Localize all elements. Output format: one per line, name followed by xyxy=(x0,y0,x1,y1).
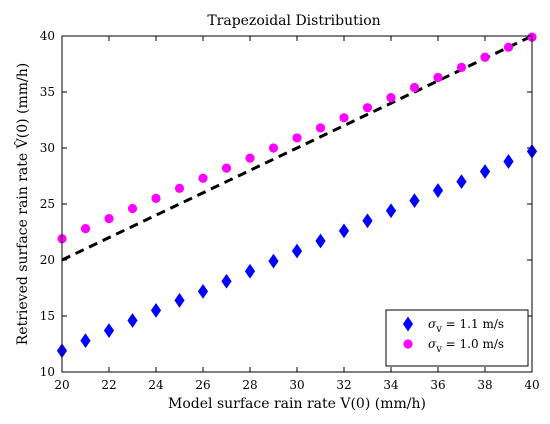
y-axis-label: Retrieved surface rain rate V̂(0) (mm/h) xyxy=(13,63,31,346)
y-tick-label: 25 xyxy=(40,197,55,211)
data-point xyxy=(362,213,373,229)
legend-label: σv = 1.1 m/s xyxy=(428,317,504,335)
y-tick-label: 10 xyxy=(40,365,55,379)
legend-marker xyxy=(403,339,413,349)
data-point xyxy=(315,233,326,249)
x-tick-label: 36 xyxy=(430,378,445,392)
series-diamond xyxy=(56,143,538,359)
series-layer xyxy=(56,32,538,359)
data-point xyxy=(151,193,161,203)
y-tick-label: 30 xyxy=(40,141,55,155)
data-point xyxy=(174,183,185,193)
plot-frame xyxy=(61,35,533,373)
y-tick-label: 15 xyxy=(40,309,55,323)
data-point xyxy=(127,313,138,328)
y-tick-label: 40 xyxy=(40,29,55,43)
legend: σv = 1.1 m/sσv = 1.0 m/s xyxy=(385,309,529,367)
data-point xyxy=(80,224,91,234)
legend-sigma: σ xyxy=(428,317,437,331)
data-point xyxy=(456,174,467,189)
data-point xyxy=(362,103,373,113)
data-point xyxy=(127,203,138,214)
legend-sigma: σ xyxy=(428,337,437,351)
legend-value: = 1.1 m/s xyxy=(442,317,504,331)
legend-marker xyxy=(402,316,414,332)
reference-line xyxy=(61,34,533,262)
data-point xyxy=(385,203,397,219)
x-tick-label: 38 xyxy=(477,378,492,392)
legend-subscript: v xyxy=(435,344,442,355)
y-tick-label: 35 xyxy=(40,85,55,99)
ticks-layer: 20 22 24 26 28 30 32 34 36 38 40 10 15 20 25 30 35 40 xyxy=(40,29,540,392)
data-point xyxy=(432,183,444,198)
x-tick-label: 22 xyxy=(101,378,116,392)
x-tick-label: 34 xyxy=(383,378,399,392)
legend-value: = 1.0 m/s xyxy=(442,337,504,351)
legend-items: σv = 1.1 m/sσv = 1.0 m/s xyxy=(402,316,504,355)
x-tick-label: 28 xyxy=(242,378,257,392)
data-point xyxy=(339,113,349,123)
data-point xyxy=(386,93,396,103)
data-point xyxy=(198,173,208,183)
x-tick-label: 24 xyxy=(148,378,164,392)
data-point xyxy=(103,323,115,338)
data-point xyxy=(338,223,350,239)
data-point xyxy=(268,253,279,269)
series-circle xyxy=(57,32,537,244)
data-point xyxy=(315,123,326,133)
data-point xyxy=(245,153,255,163)
data-point xyxy=(150,303,162,318)
data-point xyxy=(433,72,443,83)
data-point xyxy=(221,273,232,289)
data-point xyxy=(80,333,91,349)
data-point xyxy=(268,143,279,153)
data-point xyxy=(503,154,514,169)
y-tick-label: 20 xyxy=(40,253,55,267)
data-point xyxy=(479,164,491,179)
data-point xyxy=(197,283,209,299)
data-point xyxy=(174,292,185,308)
data-point xyxy=(244,263,256,279)
chart-title: Trapezoidal Distribution xyxy=(207,13,380,29)
data-point xyxy=(409,82,420,93)
x-tick-label: 20 xyxy=(54,378,69,392)
data-point xyxy=(104,213,114,224)
data-point xyxy=(456,62,467,72)
legend-subscript: v xyxy=(435,324,442,335)
data-point xyxy=(221,163,232,173)
data-point xyxy=(291,243,303,259)
x-tick-label: 26 xyxy=(195,378,210,392)
x-tick-label: 40 xyxy=(524,378,539,392)
x-tick-label: 32 xyxy=(336,378,351,392)
data-point xyxy=(503,42,514,52)
x-tick-label: 30 xyxy=(289,378,304,392)
data-point xyxy=(480,52,490,62)
data-point xyxy=(292,133,302,143)
data-point xyxy=(409,193,420,209)
x-axis-label: Model surface rain rate V(0) (mm/h) xyxy=(168,396,426,412)
legend-label: σv = 1.0 m/s xyxy=(428,337,504,355)
